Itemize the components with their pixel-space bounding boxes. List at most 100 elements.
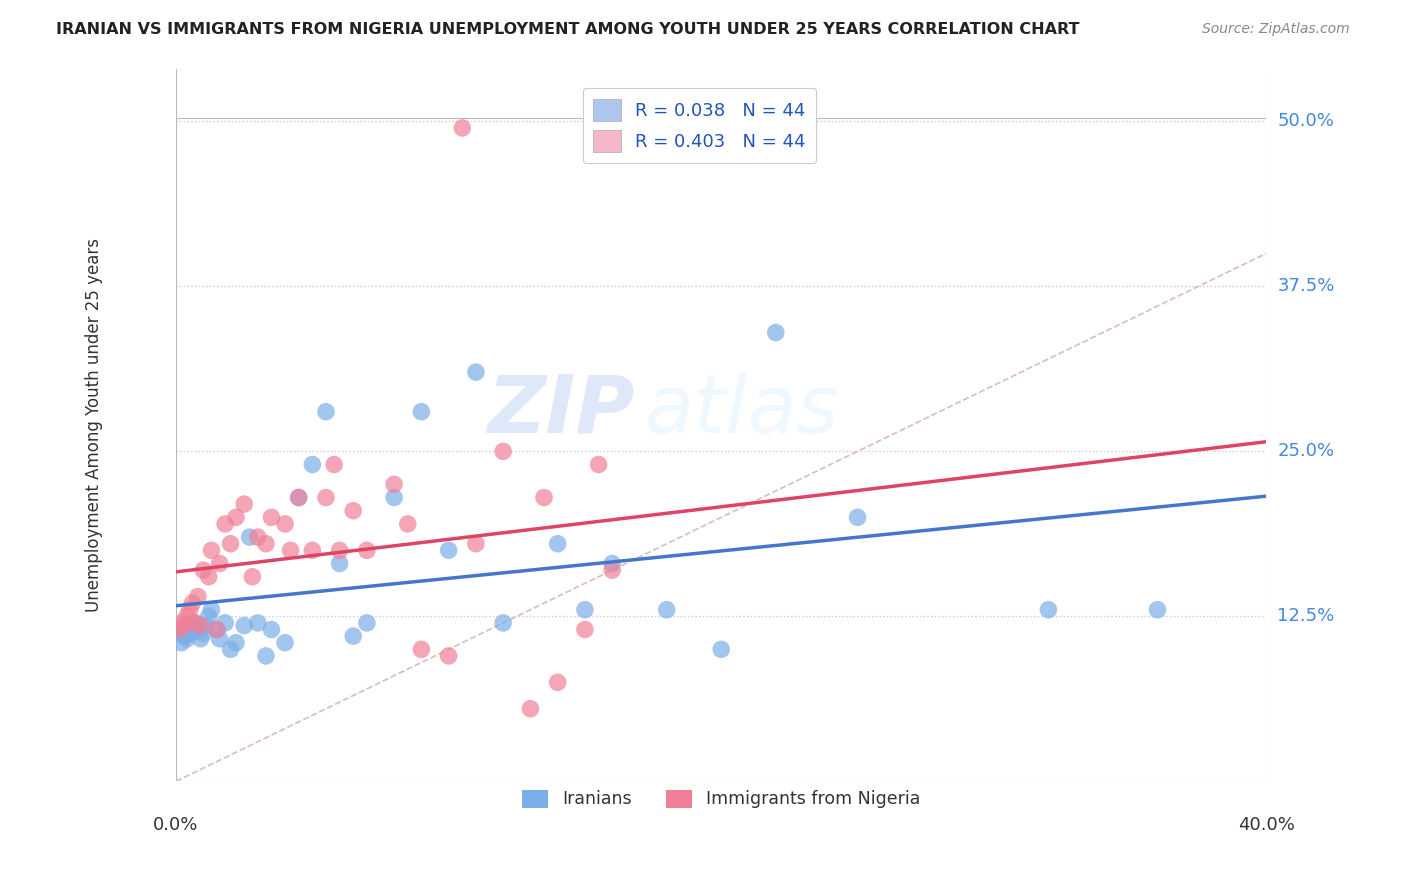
Point: [195, 618, 218, 632]
Point: [167, 623, 190, 637]
Point: [181, 596, 204, 610]
Text: 12.5%: 12.5%: [1278, 607, 1334, 625]
Point: [208, 557, 231, 571]
Text: Source: ZipAtlas.com: Source: ZipAtlas.com: [1202, 22, 1350, 37]
Point: [184, 615, 207, 630]
Point: [260, 510, 283, 524]
Point: [492, 444, 515, 458]
Point: [176, 632, 198, 646]
Point: [342, 504, 364, 518]
Text: ZIP: ZIP: [486, 372, 634, 450]
Point: [533, 491, 555, 505]
Point: [315, 405, 337, 419]
Point: [179, 626, 201, 640]
Point: [239, 530, 262, 544]
Point: [315, 491, 337, 505]
Point: [464, 365, 486, 379]
Point: [170, 615, 193, 630]
Point: [356, 543, 378, 558]
Point: [356, 615, 378, 630]
Point: [190, 618, 212, 632]
Text: IRANIAN VS IMMIGRANTS FROM NIGERIA UNEMPLOYMENT AMONG YOUTH UNDER 25 YEARS CORRE: IRANIAN VS IMMIGRANTS FROM NIGERIA UNEMP…: [56, 22, 1080, 37]
Point: [301, 458, 323, 472]
Point: [342, 629, 364, 643]
Point: [382, 477, 405, 491]
Point: [1146, 603, 1168, 617]
Point: [225, 636, 247, 650]
Point: [547, 537, 569, 551]
Point: [437, 648, 460, 663]
Text: atlas: atlas: [645, 372, 839, 450]
Point: [547, 675, 569, 690]
Point: [382, 491, 405, 505]
Point: [246, 615, 269, 630]
Point: [233, 497, 256, 511]
Point: [187, 623, 209, 637]
Text: 50.0%: 50.0%: [1278, 112, 1334, 130]
Point: [184, 615, 207, 630]
Point: [200, 543, 222, 558]
Point: [846, 510, 869, 524]
Point: [600, 557, 623, 571]
Point: [329, 543, 352, 558]
Legend: Iranians, Immigrants from Nigeria: Iranians, Immigrants from Nigeria: [515, 783, 928, 815]
Point: [411, 405, 433, 419]
Point: [176, 609, 198, 624]
Point: [181, 618, 204, 632]
Text: Unemployment Among Youth under 25 years: Unemployment Among Youth under 25 years: [86, 238, 103, 612]
Point: [437, 543, 460, 558]
Point: [170, 636, 193, 650]
Point: [190, 632, 212, 646]
Point: [519, 702, 541, 716]
Text: 25.0%: 25.0%: [1278, 442, 1334, 460]
Point: [179, 603, 201, 617]
Point: [600, 563, 623, 577]
Text: 40.0%: 40.0%: [1239, 815, 1295, 834]
Point: [323, 458, 346, 472]
Point: [219, 642, 242, 657]
Point: [214, 516, 236, 531]
Point: [588, 458, 610, 472]
Point: [208, 632, 231, 646]
Point: [197, 570, 219, 584]
Point: [396, 516, 419, 531]
Point: [329, 557, 352, 571]
Point: [287, 491, 309, 505]
Point: [173, 629, 195, 643]
Point: [167, 623, 190, 637]
Point: [301, 543, 323, 558]
Point: [655, 603, 678, 617]
Point: [254, 648, 277, 663]
Point: [219, 537, 242, 551]
Point: [574, 603, 596, 617]
Point: [411, 642, 433, 657]
Point: [240, 570, 263, 584]
Text: 37.5%: 37.5%: [1278, 277, 1334, 295]
Point: [492, 615, 515, 630]
Point: [574, 623, 596, 637]
Point: [287, 491, 309, 505]
Text: 0.0%: 0.0%: [153, 815, 198, 834]
Point: [197, 609, 219, 624]
Point: [451, 120, 474, 135]
Point: [464, 537, 486, 551]
Point: [193, 563, 215, 577]
Point: [274, 636, 297, 650]
Point: [254, 537, 277, 551]
Point: [246, 530, 269, 544]
Point: [187, 590, 209, 604]
Point: [1038, 603, 1060, 617]
Point: [765, 326, 787, 340]
Point: [280, 543, 302, 558]
Point: [233, 618, 256, 632]
Point: [710, 642, 733, 657]
Point: [173, 618, 195, 632]
Point: [274, 516, 297, 531]
Point: [200, 603, 222, 617]
Point: [260, 623, 283, 637]
Point: [205, 623, 228, 637]
Point: [225, 510, 247, 524]
Point: [205, 623, 228, 637]
Point: [193, 626, 215, 640]
Point: [214, 615, 236, 630]
